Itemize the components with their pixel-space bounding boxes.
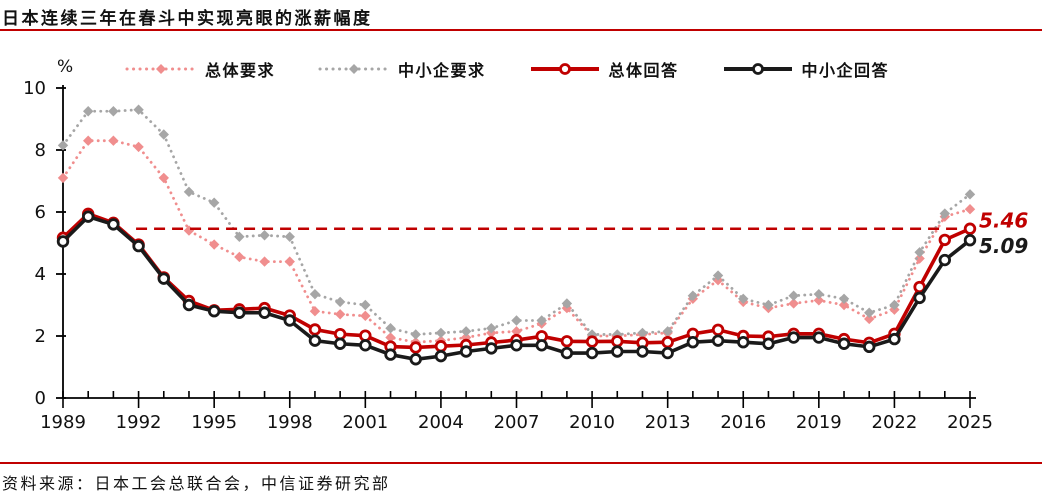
svg-text:1992: 1992 — [116, 412, 162, 433]
legend-item-sme-answer: 中小企回答 — [722, 57, 890, 81]
svg-text:2025: 2025 — [947, 412, 993, 433]
source-note: 资料来源：日本工会总联合会，中信证券研究部 — [2, 474, 391, 493]
svg-text:2010: 2010 — [569, 412, 615, 433]
svg-text:10: 10 — [23, 78, 46, 99]
footer-divider — [0, 462, 1042, 464]
legend-label: 总体要求 — [205, 61, 276, 80]
line-circle-marker-icon — [723, 63, 792, 75]
svg-text:6: 6 — [35, 202, 46, 223]
line-circle-marker-icon — [530, 63, 599, 75]
svg-text:2007: 2007 — [494, 412, 540, 433]
dotted-diamond-marker-icon — [125, 64, 197, 74]
svg-text:2001: 2001 — [342, 412, 388, 433]
svg-text:2016: 2016 — [720, 412, 766, 433]
svg-text:2019: 2019 — [796, 412, 842, 433]
y-axis-unit-label: % — [57, 57, 74, 77]
svg-text:8: 8 — [35, 140, 46, 161]
svg-text:5.46: 5.46 — [979, 209, 1028, 233]
dotted-diamond-marker-icon — [318, 64, 390, 74]
legend-label: 总体回答 — [608, 61, 679, 80]
svg-text:2013: 2013 — [645, 412, 691, 433]
svg-text:1989: 1989 — [40, 412, 86, 433]
legend-label: 中小企回答 — [801, 61, 890, 80]
legend-item-overall-answer: 总体回答 — [529, 57, 679, 81]
legend-item-sme-demand: 中小企要求 — [318, 57, 486, 81]
svg-text:2004: 2004 — [418, 412, 464, 433]
svg-text:1995: 1995 — [191, 412, 237, 433]
legend-label: 中小企要求 — [398, 61, 486, 80]
legend-item-overall-demand: 总体要求 — [125, 57, 275, 81]
chart-legend: 总体要求 中小企要求 总体回答 中小企回答 — [125, 58, 889, 80]
svg-text:0: 0 — [35, 388, 46, 409]
svg-text:5.09: 5.09 — [979, 234, 1028, 258]
svg-text:4: 4 — [35, 264, 46, 285]
title-divider — [0, 29, 1042, 31]
svg-text:2022: 2022 — [872, 412, 918, 433]
svg-text:2: 2 — [35, 326, 46, 347]
page-title: 日本连续三年在春斗中实现亮眼的涨薪幅度 — [2, 9, 373, 29]
svg-text:1998: 1998 — [267, 412, 313, 433]
